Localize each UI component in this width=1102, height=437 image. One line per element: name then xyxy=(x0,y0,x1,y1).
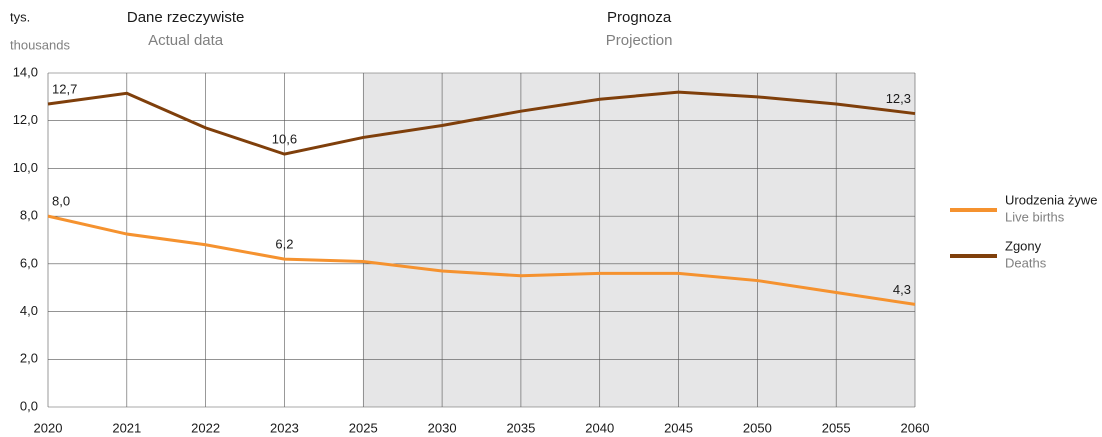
projection-shade xyxy=(363,73,916,407)
x-tick-label: 2035 xyxy=(506,420,535,435)
series-line xyxy=(47,90,916,156)
x-tick-label: 2025 xyxy=(349,420,378,435)
y-tick-label: 6,0 xyxy=(20,255,38,270)
value-label: 10,6 xyxy=(272,132,297,147)
y-axis-label-en: thousands xyxy=(10,37,70,52)
value-label: 6,2 xyxy=(275,237,293,252)
annotation: Dane rzeczywiste xyxy=(127,9,245,26)
x-tick-label: 2040 xyxy=(585,420,614,435)
y-tick-label: 12,0 xyxy=(13,112,38,127)
x-tick-label: 2022 xyxy=(191,420,220,435)
annotation-en: Actual data xyxy=(148,32,224,49)
x-tick-label: 2060 xyxy=(901,420,930,435)
legend-label-en: Deaths xyxy=(1005,255,1047,270)
x-tick-label: 2021 xyxy=(112,420,141,435)
x-tick-label: 2055 xyxy=(822,420,851,435)
annotation: Prognoza xyxy=(607,9,672,26)
legend-label-en: Live births xyxy=(1005,209,1065,224)
x-tick-label: 2030 xyxy=(428,420,457,435)
y-tick-label: 8,0 xyxy=(20,208,38,223)
legend-label: Urodzenia żywe xyxy=(1005,192,1098,207)
y-tick-label: 10,0 xyxy=(13,160,38,175)
annotation-en: Projection xyxy=(606,32,673,49)
y-tick-label: 0,0 xyxy=(20,398,38,413)
y-tick-label: 4,0 xyxy=(20,303,38,318)
x-tick-label: 2045 xyxy=(664,420,693,435)
x-tick-label: 2050 xyxy=(743,420,772,435)
value-label: 12,7 xyxy=(52,81,77,96)
value-label: 4,3 xyxy=(893,282,911,297)
y-tick-label: 14,0 xyxy=(13,64,38,79)
y-tick-label: 2,0 xyxy=(20,351,38,366)
y-axis-label: tys. xyxy=(10,9,30,24)
value-label: 12,3 xyxy=(886,91,911,106)
series-line xyxy=(47,214,916,306)
x-tick-label: 2020 xyxy=(34,420,63,435)
value-label: 8,0 xyxy=(52,194,70,209)
x-tick-label: 2023 xyxy=(270,420,299,435)
legend-label: Zgony xyxy=(1005,238,1042,253)
